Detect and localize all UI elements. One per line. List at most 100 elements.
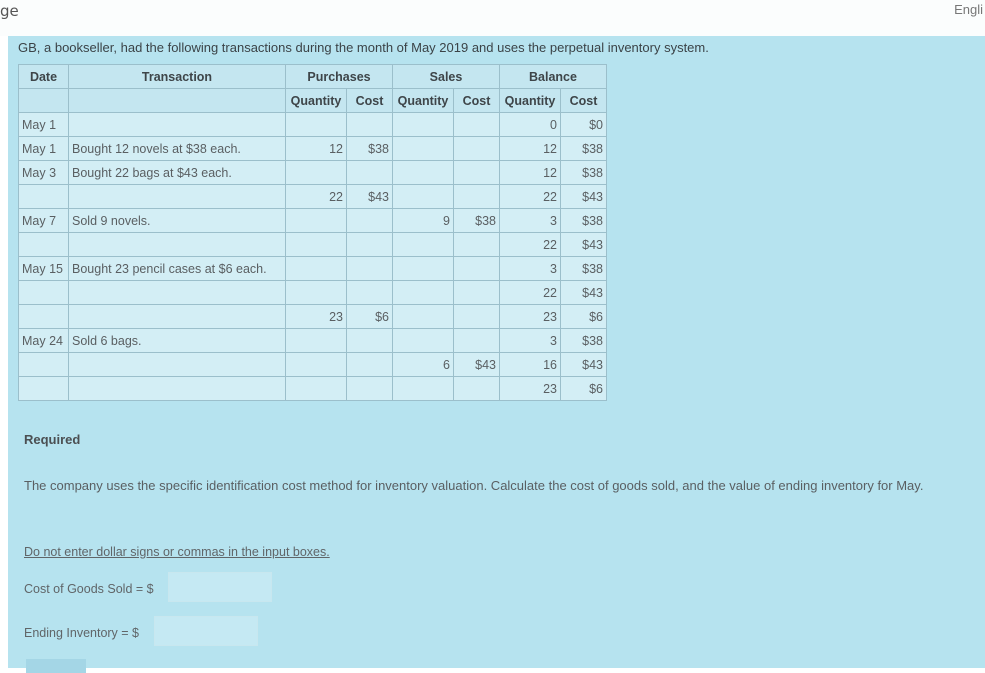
top-left-text: ge — [0, 2, 19, 20]
row-date: May 24 — [18, 328, 69, 353]
row-transaction: Sold 9 novels. — [68, 208, 286, 233]
row-purchases-quantity — [285, 280, 347, 305]
row-purchases-quantity — [285, 352, 347, 377]
row-purchases-cost — [346, 232, 393, 257]
row-balance-quantity: 3 — [499, 208, 561, 233]
row-date — [18, 376, 69, 401]
row-transaction — [68, 352, 286, 377]
subheader-purchases-quantity: Quantity — [285, 88, 347, 113]
row-purchases-quantity: 22 — [285, 184, 347, 209]
instruction-text: The company uses the specific identifica… — [24, 478, 924, 493]
row-transaction — [68, 112, 286, 137]
question-intro: GB, a bookseller, had the following tran… — [18, 40, 709, 55]
row-balance-cost: $43 — [560, 232, 607, 257]
row-date: May 1 — [18, 112, 69, 137]
row-balance-quantity: 0 — [499, 112, 561, 137]
language-selector[interactable]: Engli — [954, 2, 983, 17]
ending-inventory-input[interactable] — [154, 616, 258, 646]
row-balance-cost: $38 — [560, 256, 607, 281]
row-sales-quantity — [392, 112, 454, 137]
row-sales-quantity — [392, 232, 454, 257]
row-transaction: Sold 6 bags. — [68, 328, 286, 353]
row-balance-cost: $38 — [560, 160, 607, 185]
subheader-empty — [68, 88, 286, 113]
row-transaction — [68, 184, 286, 209]
row-purchases-cost — [346, 160, 393, 185]
row-transaction: Bought 12 novels at $38 each. — [68, 136, 286, 161]
table-row: May 15 Bought 23 pencil cases at $6 each.… — [18, 256, 607, 281]
cogs-label: Cost of Goods Sold = $ — [24, 582, 154, 596]
subheader-purchases-cost: Cost — [346, 88, 393, 113]
ledger-body: May 1 0 $0 May 1 Bought 12 novels at $38 eac… — [18, 112, 607, 401]
row-sales-cost — [453, 112, 500, 137]
row-purchases-cost: $38 — [346, 136, 393, 161]
submit-button[interactable] — [26, 659, 86, 673]
row-purchases-quantity — [285, 376, 347, 401]
row-balance-cost: $6 — [560, 304, 607, 329]
table-subheader-row: Quantity Cost Quantity Cost Quantity Cos… — [18, 88, 607, 113]
row-purchases-cost — [346, 208, 393, 233]
row-date: May 1 — [18, 136, 69, 161]
row-date — [18, 352, 69, 377]
top-bar: ge Engli — [0, 0, 985, 36]
row-date — [18, 280, 69, 305]
row-purchases-quantity — [285, 328, 347, 353]
table-row: 23 $6 — [18, 376, 607, 401]
row-balance-cost: $6 — [560, 376, 607, 401]
row-balance-quantity: 23 — [499, 304, 561, 329]
table-row: May 24 Sold 6 bags. 3 $38 — [18, 328, 607, 353]
row-sales-cost — [453, 328, 500, 353]
row-date: May 7 — [18, 208, 69, 233]
row-sales-quantity: 6 — [392, 352, 454, 377]
row-sales-cost — [453, 232, 500, 257]
row-purchases-cost — [346, 112, 393, 137]
input-note: Do not enter dollar signs or commas in t… — [24, 545, 330, 559]
subheader-sales-quantity: Quantity — [392, 88, 454, 113]
header-transaction: Transaction — [68, 64, 286, 89]
table-row: 22 $43 — [18, 232, 607, 257]
table-header-row: Date Transaction Purchases Sales Balance — [18, 64, 607, 89]
row-balance-quantity: 16 — [499, 352, 561, 377]
table-row: May 1 Bought 12 novels at $38 each. 12 $38 1… — [18, 136, 607, 161]
row-transaction — [68, 232, 286, 257]
row-date — [18, 232, 69, 257]
row-sales-cost — [453, 184, 500, 209]
row-sales-cost: $43 — [453, 352, 500, 377]
table-row: 22 $43 22 $43 — [18, 184, 607, 209]
row-balance-quantity: 12 — [499, 136, 561, 161]
row-date — [18, 304, 69, 329]
header-sales: Sales — [392, 64, 500, 89]
row-balance-cost: $38 — [560, 208, 607, 233]
row-balance-cost: $43 — [560, 352, 607, 377]
subheader-balance-cost: Cost — [560, 88, 607, 113]
table-row: May 3 Bought 22 bags at $43 each. 12 $38 — [18, 160, 607, 185]
required-heading: Required — [24, 432, 81, 447]
row-purchases-cost — [346, 280, 393, 305]
cogs-input[interactable] — [168, 572, 272, 602]
row-sales-quantity — [392, 304, 454, 329]
row-purchases-cost: $43 — [346, 184, 393, 209]
row-balance-cost: $43 — [560, 280, 607, 305]
table-row: May 1 0 $0 — [18, 112, 607, 137]
row-balance-cost: $0 — [560, 112, 607, 137]
inventory-ledger-table: Date Transaction Purchases Sales Balance… — [18, 64, 607, 401]
row-sales-quantity — [392, 184, 454, 209]
row-date: May 15 — [18, 256, 69, 281]
row-purchases-quantity — [285, 112, 347, 137]
row-balance-quantity: 22 — [499, 184, 561, 209]
row-sales-quantity — [392, 376, 454, 401]
row-sales-quantity — [392, 160, 454, 185]
row-sales-quantity — [392, 136, 454, 161]
row-purchases-quantity — [285, 256, 347, 281]
table-row: May 7 Sold 9 novels. 9 $38 3 $38 — [18, 208, 607, 233]
row-sales-cost — [453, 136, 500, 161]
row-sales-cost — [453, 376, 500, 401]
row-sales-cost — [453, 280, 500, 305]
row-purchases-cost — [346, 328, 393, 353]
row-purchases-cost — [346, 352, 393, 377]
row-purchases-quantity: 12 — [285, 136, 347, 161]
row-purchases-quantity: 23 — [285, 304, 347, 329]
row-balance-quantity: 22 — [499, 280, 561, 305]
row-purchases-quantity — [285, 232, 347, 257]
row-balance-cost: $38 — [560, 328, 607, 353]
